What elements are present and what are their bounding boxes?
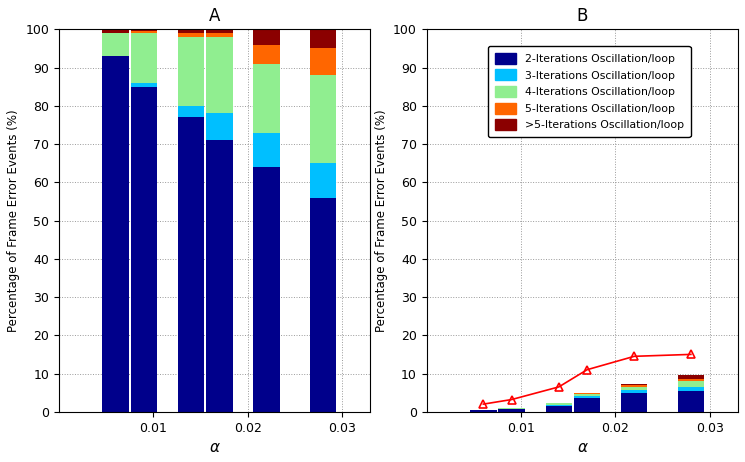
- Bar: [310, 75, 337, 163]
- Bar: [310, 198, 337, 412]
- Bar: [206, 29, 232, 33]
- Bar: [253, 167, 280, 412]
- X-axis label: α: α: [577, 440, 587, 455]
- Bar: [678, 381, 704, 387]
- Title: A: A: [209, 7, 221, 25]
- Bar: [574, 396, 600, 398]
- Title: B: B: [577, 7, 588, 25]
- Bar: [470, 410, 497, 412]
- Bar: [574, 398, 600, 412]
- Bar: [131, 87, 157, 412]
- Bar: [678, 391, 704, 412]
- Bar: [545, 406, 572, 412]
- Bar: [206, 37, 232, 114]
- Bar: [574, 394, 600, 396]
- Bar: [131, 33, 157, 83]
- Bar: [178, 33, 204, 37]
- Bar: [545, 403, 572, 405]
- Bar: [621, 387, 647, 389]
- Bar: [310, 163, 337, 198]
- Bar: [545, 405, 572, 406]
- Y-axis label: Percentage of Frame Error Events (%): Percentage of Frame Error Events (%): [7, 109, 20, 332]
- Bar: [253, 44, 280, 64]
- Bar: [103, 29, 129, 33]
- Bar: [103, 56, 129, 412]
- X-axis label: α: α: [210, 440, 220, 455]
- Bar: [621, 389, 647, 393]
- Bar: [131, 29, 157, 31]
- Bar: [253, 29, 280, 44]
- Bar: [621, 384, 647, 385]
- Bar: [131, 83, 157, 87]
- Bar: [621, 393, 647, 412]
- Y-axis label: Percentage of Frame Error Events (%): Percentage of Frame Error Events (%): [375, 109, 387, 332]
- Bar: [178, 106, 204, 117]
- Bar: [310, 49, 337, 75]
- Bar: [310, 29, 337, 49]
- Bar: [621, 385, 647, 387]
- Bar: [206, 140, 232, 412]
- Bar: [178, 117, 204, 412]
- Bar: [206, 33, 232, 37]
- Bar: [498, 409, 524, 412]
- Legend: 2-Iterations Oscillation/loop, 3-Iterations Oscillation/loop, 4-Iterations Oscil: 2-Iterations Oscillation/loop, 3-Iterati…: [488, 46, 691, 137]
- Bar: [678, 378, 704, 381]
- Bar: [103, 33, 129, 56]
- Bar: [253, 133, 280, 167]
- Bar: [178, 29, 204, 33]
- Bar: [206, 114, 232, 140]
- Bar: [131, 31, 157, 33]
- Bar: [253, 64, 280, 133]
- Bar: [178, 37, 204, 106]
- Bar: [678, 376, 704, 378]
- Bar: [498, 408, 524, 409]
- Bar: [678, 387, 704, 391]
